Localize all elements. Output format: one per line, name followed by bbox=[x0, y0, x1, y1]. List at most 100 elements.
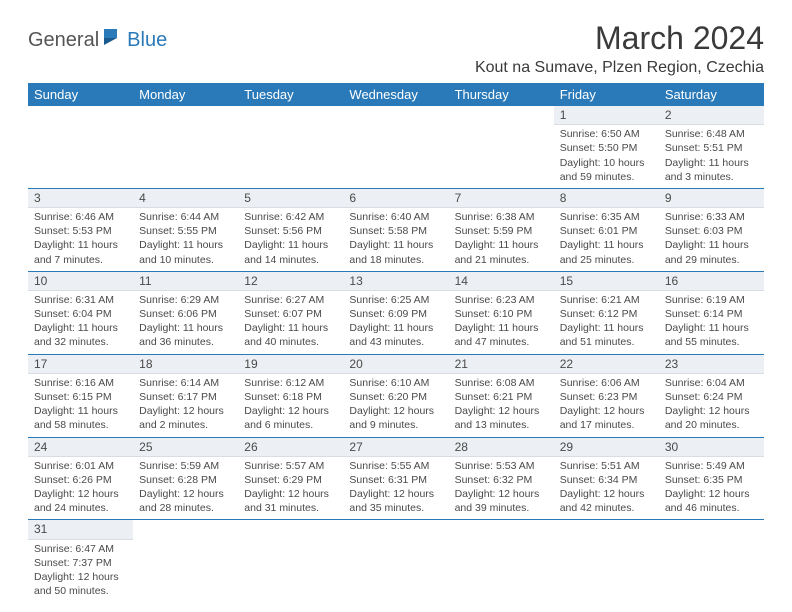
calendar-cell: 2Sunrise: 6:48 AMSunset: 5:51 PMDaylight… bbox=[659, 106, 764, 188]
location-subtitle: Kout na Sumave, Plzen Region, Czechia bbox=[475, 59, 764, 77]
day-number: 20 bbox=[343, 355, 448, 374]
day-content: Sunrise: 5:55 AMSunset: 6:31 PMDaylight:… bbox=[343, 457, 448, 520]
sunset-text: Sunset: 6:29 PM bbox=[244, 473, 337, 487]
day-content: Sunrise: 6:40 AMSunset: 5:58 PMDaylight:… bbox=[343, 208, 448, 271]
daylight-text: Daylight: 11 hours and 40 minutes. bbox=[244, 321, 337, 349]
sunset-text: Sunset: 6:21 PM bbox=[455, 390, 548, 404]
day-number: 17 bbox=[28, 355, 133, 374]
logo-text-general: General bbox=[28, 29, 99, 52]
day-number: 22 bbox=[554, 355, 659, 374]
sunrise-text: Sunrise: 5:59 AM bbox=[139, 459, 232, 473]
day-number: 5 bbox=[238, 189, 343, 208]
weekday-header: Monday bbox=[133, 83, 238, 106]
daylight-text: Daylight: 11 hours and 58 minutes. bbox=[34, 404, 127, 432]
sunset-text: Sunset: 6:06 PM bbox=[139, 307, 232, 321]
day-number: 11 bbox=[133, 272, 238, 291]
sunrise-text: Sunrise: 5:57 AM bbox=[244, 459, 337, 473]
sunrise-text: Sunrise: 6:27 AM bbox=[244, 293, 337, 307]
sunrise-text: Sunrise: 6:33 AM bbox=[665, 210, 758, 224]
calendar-cell: 30Sunrise: 5:49 AMSunset: 6:35 PMDayligh… bbox=[659, 437, 764, 520]
day-content: Sunrise: 6:25 AMSunset: 6:09 PMDaylight:… bbox=[343, 291, 448, 354]
logo-text-blue: Blue bbox=[127, 29, 167, 52]
day-content: Sunrise: 6:35 AMSunset: 6:01 PMDaylight:… bbox=[554, 208, 659, 271]
calendar-cell: 15Sunrise: 6:21 AMSunset: 6:12 PMDayligh… bbox=[554, 271, 659, 354]
day-content: Sunrise: 6:19 AMSunset: 6:14 PMDaylight:… bbox=[659, 291, 764, 354]
day-content: Sunrise: 6:08 AMSunset: 6:21 PMDaylight:… bbox=[449, 374, 554, 437]
calendar-cell: 25Sunrise: 5:59 AMSunset: 6:28 PMDayligh… bbox=[133, 437, 238, 520]
calendar-cell bbox=[449, 106, 554, 188]
day-number: 25 bbox=[133, 438, 238, 457]
day-number: 7 bbox=[449, 189, 554, 208]
calendar-week-row: 1Sunrise: 6:50 AMSunset: 5:50 PMDaylight… bbox=[28, 106, 764, 188]
daylight-text: Daylight: 11 hours and 3 minutes. bbox=[665, 156, 758, 184]
weekday-header: Saturday bbox=[659, 83, 764, 106]
calendar-cell: 17Sunrise: 6:16 AMSunset: 6:15 PMDayligh… bbox=[28, 354, 133, 437]
weekday-header: Sunday bbox=[28, 83, 133, 106]
day-number: 26 bbox=[238, 438, 343, 457]
day-number: 10 bbox=[28, 272, 133, 291]
day-content: Sunrise: 6:01 AMSunset: 6:26 PMDaylight:… bbox=[28, 457, 133, 520]
day-number: 27 bbox=[343, 438, 448, 457]
daylight-text: Daylight: 11 hours and 7 minutes. bbox=[34, 238, 127, 266]
sunset-text: Sunset: 6:14 PM bbox=[665, 307, 758, 321]
daylight-text: Daylight: 12 hours and 17 minutes. bbox=[560, 404, 653, 432]
calendar-cell bbox=[449, 520, 554, 602]
sunrise-text: Sunrise: 6:46 AM bbox=[34, 210, 127, 224]
day-content: Sunrise: 6:33 AMSunset: 6:03 PMDaylight:… bbox=[659, 208, 764, 271]
sunset-text: Sunset: 6:09 PM bbox=[349, 307, 442, 321]
calendar-cell: 5Sunrise: 6:42 AMSunset: 5:56 PMDaylight… bbox=[238, 188, 343, 271]
calendar-body: 1Sunrise: 6:50 AMSunset: 5:50 PMDaylight… bbox=[28, 106, 764, 602]
daylight-text: Daylight: 11 hours and 18 minutes. bbox=[349, 238, 442, 266]
calendar-cell: 31Sunrise: 6:47 AMSunset: 7:37 PMDayligh… bbox=[28, 520, 133, 602]
calendar-cell: 9Sunrise: 6:33 AMSunset: 6:03 PMDaylight… bbox=[659, 188, 764, 271]
sunrise-text: Sunrise: 5:51 AM bbox=[560, 459, 653, 473]
day-content: Sunrise: 5:51 AMSunset: 6:34 PMDaylight:… bbox=[554, 457, 659, 520]
day-number: 13 bbox=[343, 272, 448, 291]
sunset-text: Sunset: 6:23 PM bbox=[560, 390, 653, 404]
calendar-week-row: 24Sunrise: 6:01 AMSunset: 6:26 PMDayligh… bbox=[28, 437, 764, 520]
weekday-header-row: SundayMondayTuesdayWednesdayThursdayFrid… bbox=[28, 83, 764, 106]
calendar-cell: 6Sunrise: 6:40 AMSunset: 5:58 PMDaylight… bbox=[343, 188, 448, 271]
day-number: 1 bbox=[554, 106, 659, 125]
sunset-text: Sunset: 6:10 PM bbox=[455, 307, 548, 321]
calendar-head: SundayMondayTuesdayWednesdayThursdayFrid… bbox=[28, 83, 764, 106]
calendar-week-row: 10Sunrise: 6:31 AMSunset: 6:04 PMDayligh… bbox=[28, 271, 764, 354]
day-number: 28 bbox=[449, 438, 554, 457]
daylight-text: Daylight: 12 hours and 42 minutes. bbox=[560, 487, 653, 515]
day-content: Sunrise: 6:48 AMSunset: 5:51 PMDaylight:… bbox=[659, 125, 764, 188]
daylight-text: Daylight: 10 hours and 59 minutes. bbox=[560, 156, 653, 184]
sunset-text: Sunset: 6:01 PM bbox=[560, 224, 653, 238]
calendar-cell: 4Sunrise: 6:44 AMSunset: 5:55 PMDaylight… bbox=[133, 188, 238, 271]
day-number: 8 bbox=[554, 189, 659, 208]
calendar-cell bbox=[28, 106, 133, 188]
calendar-cell: 3Sunrise: 6:46 AMSunset: 5:53 PMDaylight… bbox=[28, 188, 133, 271]
daylight-text: Daylight: 11 hours and 25 minutes. bbox=[560, 238, 653, 266]
calendar-cell: 10Sunrise: 6:31 AMSunset: 6:04 PMDayligh… bbox=[28, 271, 133, 354]
sunset-text: Sunset: 6:03 PM bbox=[665, 224, 758, 238]
sunrise-text: Sunrise: 5:49 AM bbox=[665, 459, 758, 473]
day-content: Sunrise: 5:49 AMSunset: 6:35 PMDaylight:… bbox=[659, 457, 764, 520]
day-content: Sunrise: 6:23 AMSunset: 6:10 PMDaylight:… bbox=[449, 291, 554, 354]
sunset-text: Sunset: 6:12 PM bbox=[560, 307, 653, 321]
day-content: Sunrise: 6:06 AMSunset: 6:23 PMDaylight:… bbox=[554, 374, 659, 437]
day-number: 12 bbox=[238, 272, 343, 291]
calendar-cell bbox=[343, 106, 448, 188]
sunset-text: Sunset: 6:32 PM bbox=[455, 473, 548, 487]
day-content: Sunrise: 6:21 AMSunset: 6:12 PMDaylight:… bbox=[554, 291, 659, 354]
sunset-text: Sunset: 5:55 PM bbox=[139, 224, 232, 238]
sunrise-text: Sunrise: 6:08 AM bbox=[455, 376, 548, 390]
weekday-header: Friday bbox=[554, 83, 659, 106]
daylight-text: Daylight: 11 hours and 43 minutes. bbox=[349, 321, 442, 349]
sunrise-text: Sunrise: 6:35 AM bbox=[560, 210, 653, 224]
sunset-text: Sunset: 5:56 PM bbox=[244, 224, 337, 238]
daylight-text: Daylight: 12 hours and 39 minutes. bbox=[455, 487, 548, 515]
calendar-week-row: 17Sunrise: 6:16 AMSunset: 6:15 PMDayligh… bbox=[28, 354, 764, 437]
daylight-text: Daylight: 11 hours and 21 minutes. bbox=[455, 238, 548, 266]
daylight-text: Daylight: 11 hours and 51 minutes. bbox=[560, 321, 653, 349]
day-number: 19 bbox=[238, 355, 343, 374]
day-content: Sunrise: 5:53 AMSunset: 6:32 PMDaylight:… bbox=[449, 457, 554, 520]
logo: General Blue bbox=[28, 28, 167, 52]
sunrise-text: Sunrise: 5:53 AM bbox=[455, 459, 548, 473]
day-number: 6 bbox=[343, 189, 448, 208]
day-content: Sunrise: 6:16 AMSunset: 6:15 PMDaylight:… bbox=[28, 374, 133, 437]
